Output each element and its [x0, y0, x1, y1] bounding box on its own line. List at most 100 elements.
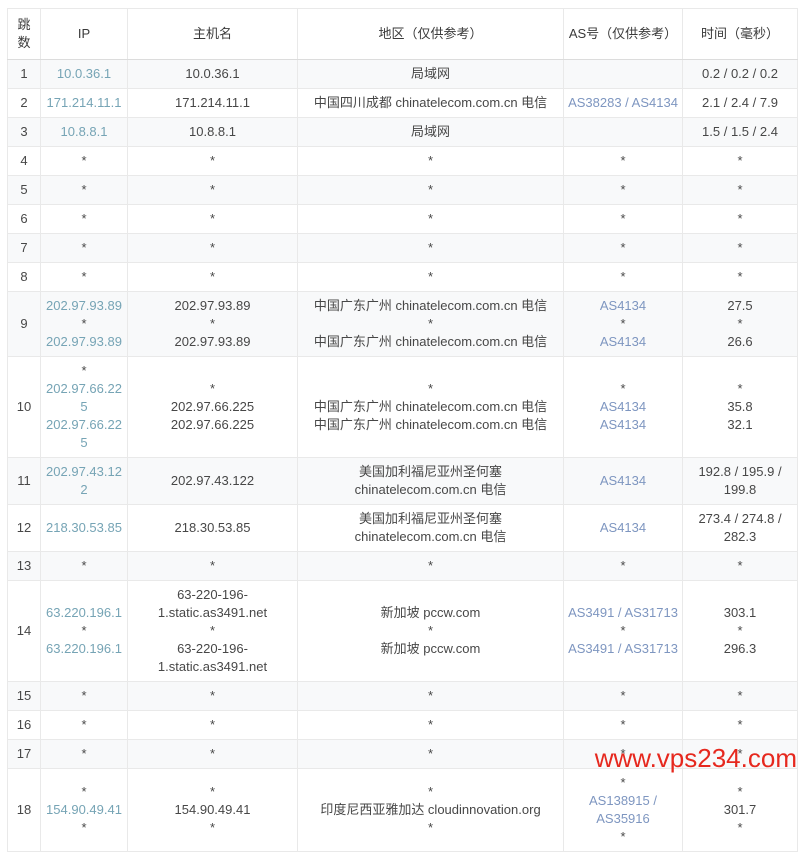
cell-region: * 中国广东广州 chinatelecom.com.cn 电信 中国广东广州 chi… — [297, 356, 564, 458]
cell-host: * — [127, 175, 298, 205]
ip-link[interactable]: 171.214.11.1 — [46, 95, 122, 110]
cell-region: * 印度尼西亚雅加达 cloudinnovation.org * — [297, 768, 564, 852]
cell-hop: 2 — [7, 88, 41, 118]
table-row: 5 * * * * * — [7, 175, 798, 205]
cell-ip: * — [40, 739, 128, 769]
cell-time: * — [682, 710, 798, 740]
cell-asn: * — [563, 175, 683, 205]
table-body: 1 10.0.36.1 10.0.36.1 局域网 0.2 / 0.2 / 0.2 2 17… — [7, 59, 798, 852]
asn-link[interactable]: AS3491 / AS31713 — [568, 605, 678, 620]
cell-time: 192.8 / 195.9 / 199.8 — [682, 457, 798, 505]
cell-ip: * 154.90.49.41 * — [40, 768, 128, 852]
cell-ip: * 202.97.66.225 202.97.66.225 — [40, 356, 128, 458]
cell-hop: 4 — [7, 146, 41, 176]
cell-ip: * — [40, 204, 128, 234]
ip-link[interactable]: 10.8.8.1 — [60, 124, 108, 139]
cell-hop: 5 — [7, 175, 41, 205]
asn-link[interactable]: AS4134 — [599, 520, 647, 535]
asn-link[interactable]: AS4134 — [599, 334, 647, 349]
table-row: 16 * * * * * — [7, 710, 798, 740]
cell-asn: AS4134 * AS4134 — [563, 291, 683, 357]
cell-asn: * — [563, 146, 683, 176]
asn-link[interactable]: AS4134 — [599, 298, 647, 313]
asn-link[interactable]: AS4134 — [599, 473, 647, 488]
cell-region: * — [297, 710, 564, 740]
cell-host: * — [127, 551, 298, 581]
cell-time: * — [682, 146, 798, 176]
ip-link[interactable]: 202.97.43.122 — [46, 464, 122, 497]
cell-region: * — [297, 175, 564, 205]
cell-ip: 202.97.43.122 — [40, 457, 128, 505]
cell-asn: * — [563, 551, 683, 581]
cell-hop: 14 — [7, 580, 41, 682]
cell-ip: * — [40, 146, 128, 176]
cell-time: 1.5 / 1.5 / 2.4 — [682, 117, 798, 147]
cell-ip: * — [40, 262, 128, 292]
cell-region: * — [297, 681, 564, 711]
cell-region: * — [297, 204, 564, 234]
cell-host: 63-220-196-1.static.as3491.net * 63-220-19… — [127, 580, 298, 682]
cell-ip: * — [40, 175, 128, 205]
cell-time: * — [682, 262, 798, 292]
cell-host: 218.30.53.85 — [127, 504, 298, 552]
table-row: 8 * * * * * — [7, 262, 798, 292]
cell-ip: 63.220.196.1 * 63.220.196.1 — [40, 580, 128, 682]
cell-region: 中国广东广州 chinatelecom.com.cn 电信 * 中国广东广州 chi… — [297, 291, 564, 357]
cell-ip: 10.0.36.1 — [40, 59, 128, 89]
cell-time: * — [682, 739, 798, 769]
cell-region: 新加坡 pccw.com * 新加坡 pccw.com — [297, 580, 564, 682]
asn-link[interactable]: AS38283 / AS4134 — [568, 95, 678, 110]
cell-time: * — [682, 175, 798, 205]
asn-link[interactable]: AS3491 / AS31713 — [568, 641, 678, 656]
cell-time: 27.5 * 26.6 — [682, 291, 798, 357]
cell-asn: * AS4134 AS4134 — [563, 356, 683, 458]
table-row: 1 10.0.36.1 10.0.36.1 局域网 0.2 / 0.2 / 0.2 — [7, 59, 798, 89]
cell-time: * — [682, 681, 798, 711]
cell-hop: 3 — [7, 117, 41, 147]
cell-region: * — [297, 233, 564, 263]
ip-link[interactable]: 63.220.196.1 — [46, 641, 122, 656]
cell-time: * — [682, 551, 798, 581]
asn-link[interactable]: AS4134 — [599, 417, 647, 432]
cell-region: * — [297, 551, 564, 581]
cell-region: * — [297, 739, 564, 769]
cell-hop: 17 — [7, 739, 41, 769]
cell-region: 中国四川成都 chinatelecom.com.cn 电信 — [297, 88, 564, 118]
cell-region: * — [297, 146, 564, 176]
asn-link[interactable]: AS4134 — [599, 399, 647, 414]
cell-hop: 12 — [7, 504, 41, 552]
cell-host: * — [127, 233, 298, 263]
ip-link[interactable]: 202.97.66.225 — [46, 417, 122, 450]
cell-time: 273.4 / 274.8 / 282.3 — [682, 504, 798, 552]
cell-time: * — [682, 233, 798, 263]
column-header-asn: AS号（仅供参考） — [563, 8, 683, 60]
cell-time: * 301.7 * — [682, 768, 798, 852]
table-row: 17 * * * * * — [7, 739, 798, 769]
cell-ip: * — [40, 681, 128, 711]
ip-link[interactable]: 202.97.93.89 — [46, 334, 122, 349]
cell-hop: 15 — [7, 681, 41, 711]
cell-host: * — [127, 262, 298, 292]
cell-hop: 18 — [7, 768, 41, 852]
cell-asn: * — [563, 233, 683, 263]
cell-host: * — [127, 204, 298, 234]
cell-asn: * — [563, 262, 683, 292]
table-header-row: 跳数 IP 主机名 地区（仅供参考） AS号（仅供参考） 时间（毫秒） — [7, 8, 798, 60]
cell-host: * 154.90.49.41 * — [127, 768, 298, 852]
column-header-ip: IP — [40, 8, 128, 60]
asn-link[interactable]: AS138915 / AS35916 — [589, 793, 657, 826]
table-row: 18 * 154.90.49.41 * * 154.90.49.41 * * 印度尼西亚雅加达 … — [7, 768, 798, 852]
ip-link[interactable]: 154.90.49.41 — [46, 802, 122, 817]
cell-hop: 6 — [7, 204, 41, 234]
cell-hop: 9 — [7, 291, 41, 357]
table-row: 4 * * * * * — [7, 146, 798, 176]
ip-link[interactable]: 202.97.66.225 — [46, 381, 122, 414]
ip-link[interactable]: 218.30.53.85 — [46, 520, 122, 535]
ip-link[interactable]: 202.97.93.89 — [46, 298, 122, 313]
cell-host: * 202.97.66.225 202.97.66.225 — [127, 356, 298, 458]
cell-ip: * — [40, 710, 128, 740]
ip-link[interactable]: 63.220.196.1 — [46, 605, 122, 620]
cell-host: * — [127, 739, 298, 769]
ip-link[interactable]: 10.0.36.1 — [56, 66, 112, 81]
cell-host: 202.97.43.122 — [127, 457, 298, 505]
